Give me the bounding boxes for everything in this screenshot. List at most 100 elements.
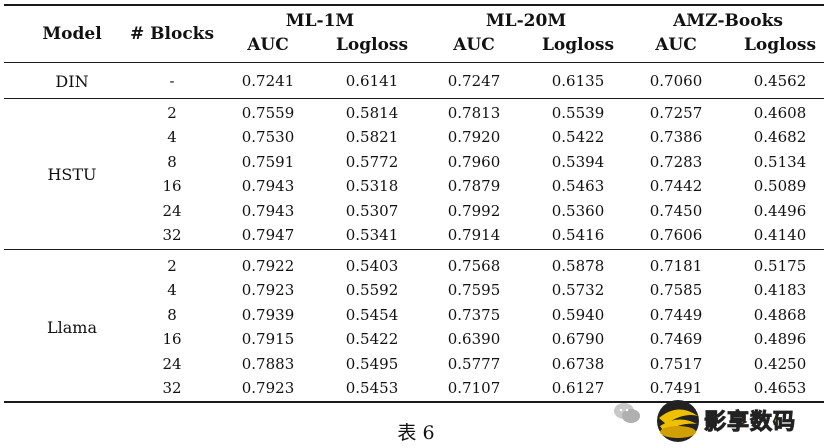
value-cell: 0.6127 [551,379,605,397]
header-blocks: # Blocks [129,24,215,44]
value-cell: 0.7922 [241,257,295,275]
table-rule [4,249,824,250]
value-cell: 0.7585 [649,281,703,300]
value-cell: 0.7442 [649,177,703,196]
value-cell: 0.7181 [649,257,703,275]
value-cell: 0.4183 [753,281,807,300]
value-cell: 0.7943 [241,177,295,196]
value-cell: 0.5134 [753,152,807,171]
blocks-cell: 4 [167,281,177,300]
blocks-cell: 24 [162,201,182,220]
value-cell: 0.7375 [447,305,501,324]
value-cell: 0.6390 [447,330,501,349]
value-cell: 0.5360 [551,201,605,220]
header-metric: AUC [247,35,289,55]
wechat-icon [614,403,640,423]
value-cell: 0.7813 [447,104,501,122]
value-cell: 0.5175 [753,257,807,275]
value-cell: 0.7939 [241,305,295,324]
header-dataset: ML-20M [485,11,567,31]
blocks-cell: 4 [167,128,177,147]
value-cell: 0.5422 [551,128,605,147]
blocks-cell: 32 [162,379,182,397]
value-cell: 0.7247 [447,72,501,90]
value-cell: 0.6141 [345,72,399,90]
blocks-cell: 32 [162,226,182,244]
header-metric: Logloss [541,35,615,55]
value-cell: 0.7992 [447,201,501,220]
value-cell: 0.7559 [241,104,295,122]
value-cell: 0.5416 [551,226,605,244]
blocks-cell: 24 [162,354,182,373]
blocks-cell: 16 [162,330,182,349]
value-cell: 0.7568 [447,257,501,275]
value-cell: 0.7595 [447,281,501,300]
value-cell: 0.4608 [753,104,807,122]
value-cell: 0.6790 [551,330,605,349]
value-cell: 0.4653 [753,379,807,397]
header-dataset: ML-1M [285,11,355,31]
value-cell: 0.5318 [345,177,399,196]
value-cell: 0.7060 [649,72,703,90]
value-cell: 0.5878 [551,257,605,275]
blocks-cell: 8 [167,152,177,171]
value-cell: 0.5394 [551,152,605,171]
value-cell: 0.4682 [753,128,807,147]
value-cell: 0.7591 [241,152,295,171]
value-cell: 0.5592 [345,281,399,300]
value-cell: 0.7923 [241,379,295,397]
value-cell: 0.7241 [241,72,295,90]
value-cell: 0.5495 [345,354,399,373]
value-cell: 0.7491 [649,379,703,397]
value-cell: 0.7107 [447,379,501,397]
value-cell: 0.7914 [447,226,501,244]
value-cell: 0.7943 [241,201,295,220]
value-cell: 0.6738 [551,354,605,373]
header-metric: Logloss [335,35,409,55]
header-metric: AUC [453,35,495,55]
value-cell: 0.5422 [345,330,399,349]
value-cell: 0.5821 [345,128,399,147]
value-cell: 0.4140 [753,226,807,244]
value-cell: 0.5539 [551,104,605,122]
value-cell: 0.7449 [649,305,703,324]
value-cell: 0.5777 [447,354,501,373]
blocks-cell: 16 [162,177,182,196]
table-rule [4,98,824,99]
blocks-cell: 2 [167,257,177,275]
value-cell: 0.7947 [241,226,295,244]
value-cell: 0.7606 [649,226,703,244]
value-cell: 0.4896 [753,330,807,349]
blocks-cell: - [169,72,175,90]
watermark-logo [657,400,699,442]
table-rule [4,4,824,6]
blocks-cell: 8 [167,305,177,324]
value-cell: 0.5341 [345,226,399,244]
value-cell: 0.7517 [649,354,703,373]
watermark-text: 影享数码 [703,410,797,436]
table-caption: 表 6 [397,422,435,444]
value-cell: 0.7530 [241,128,295,147]
value-cell: 0.4250 [753,354,807,373]
table-rule [4,401,824,403]
value-cell: 0.7960 [447,152,501,171]
value-cell: 0.5403 [345,257,399,275]
value-cell: 0.5307 [345,201,399,220]
value-cell: 0.7879 [447,177,501,196]
value-cell: 0.4562 [753,72,807,90]
value-cell: 0.4868 [753,305,807,324]
value-cell: 0.5089 [753,177,807,196]
value-cell: 0.6135 [551,72,605,90]
model-name: DIN [55,72,89,91]
model-name: Llama [47,318,97,337]
value-cell: 0.5940 [551,305,605,324]
value-cell: 0.7920 [447,128,501,147]
blocks-cell: 2 [167,104,177,122]
value-cell: 0.7257 [649,104,703,122]
value-cell: 0.7469 [649,330,703,349]
header-dataset: AMZ-Books [673,11,783,31]
header-metric: Logloss [743,35,817,55]
value-cell: 0.7283 [649,152,703,171]
header-model: Model [42,24,102,44]
model-name: HSTU [47,165,97,184]
